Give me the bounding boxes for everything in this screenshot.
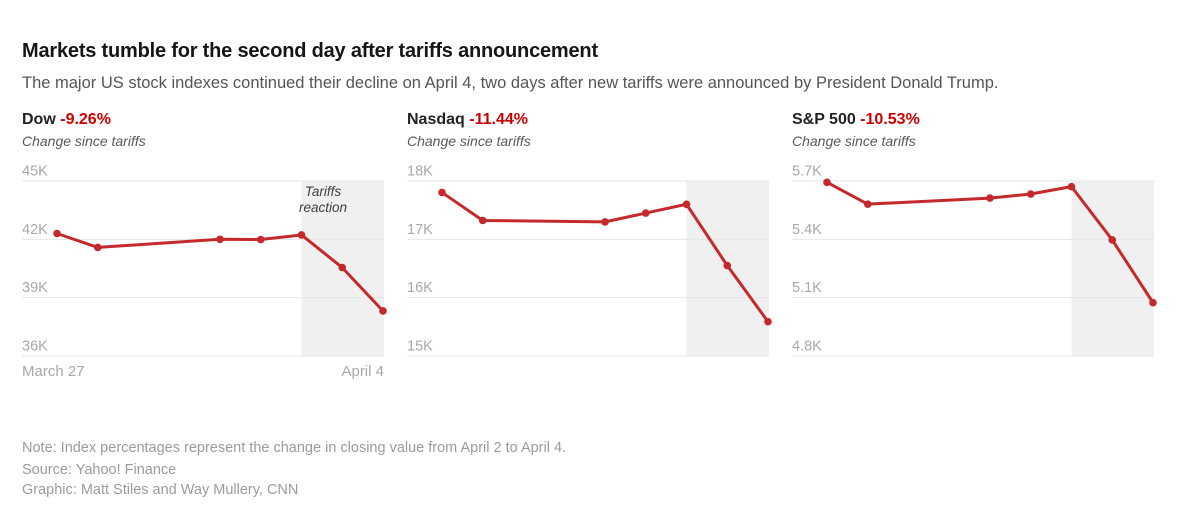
charts-row: Dow -9.26% Change since tariffs 45K 42K 39…	[22, 110, 1157, 381]
chart-title-nasdaq: Nasdaq -11.44%	[407, 110, 769, 129]
data-point	[379, 307, 387, 315]
y-tick-label: 5.7K	[792, 164, 822, 180]
graphic-credit-text: Graphic: Matt Stiles and Way Mullery, CN…	[22, 481, 299, 498]
credits-block: Source: Yahoo! Finance Graphic: Matt Sti…	[22, 461, 298, 500]
data-point	[1108, 236, 1117, 244]
line-chart-nasdaq: 18K 17K 16K 15K	[407, 164, 772, 357]
y-tick-label: 4.8K	[792, 339, 822, 355]
chart-title-sp500: S&P 500 -10.53%	[792, 110, 1154, 129]
data-point	[641, 209, 650, 217]
y-tick-label: 36K	[22, 339, 48, 355]
y-tick-label: 5.1K	[792, 280, 822, 296]
data-point	[478, 216, 487, 225]
source-text: Source: Yahoo! Finance	[22, 462, 177, 478]
data-point	[216, 235, 224, 244]
data-point	[823, 178, 831, 187]
data-point	[53, 229, 61, 238]
y-tick-label: 18K	[407, 164, 433, 180]
x-axis-label-end: April 4	[341, 363, 384, 380]
chart-title-dow: Dow -9.26%	[22, 110, 384, 129]
annotation-tariffs-reaction: reaction	[299, 200, 347, 215]
line-chart-sp500: 5.7K 5.4K 5.1K 4.8K	[792, 164, 1157, 357]
data-point	[256, 235, 265, 244]
page-title: Markets tumble for the second day after …	[22, 40, 598, 63]
index-name: Nasdaq	[407, 111, 465, 128]
index-name: Dow	[22, 111, 56, 128]
y-tick-label: 42K	[22, 222, 48, 238]
chart-subtitle: Change since tariffs	[407, 133, 531, 149]
data-point	[986, 194, 994, 202]
annotation-tariffs-reaction: Tariffs	[305, 184, 342, 199]
y-tick-label: 17K	[407, 222, 433, 238]
data-point	[1149, 298, 1157, 307]
chart-subtitle: Change since tariffs	[792, 133, 916, 149]
data-point	[338, 263, 347, 272]
data-point	[723, 261, 732, 270]
chart-subtitle: Change since tariffs	[22, 133, 146, 149]
index-change-percent: -9.26%	[60, 111, 111, 128]
y-tick-label: 16K	[407, 280, 433, 296]
tariffs-reaction-shade	[1071, 181, 1154, 356]
index-change-percent: -10.53%	[860, 111, 920, 128]
page-subtitle: The major US stock indexes continued the…	[22, 73, 999, 92]
y-tick-label: 5.4K	[792, 222, 822, 238]
data-point	[438, 188, 446, 197]
index-change-percent: -11.44%	[469, 111, 528, 128]
chart-nasdaq: Nasdaq -11.44% Change since tariffs 18K 1…	[407, 110, 772, 381]
data-point	[764, 317, 772, 326]
data-point	[863, 200, 872, 208]
data-point	[297, 231, 306, 239]
chart-dow: Dow -9.26% Change since tariffs 45K 42K 39…	[22, 110, 387, 381]
data-point	[682, 200, 691, 209]
y-tick-label: 39K	[22, 280, 48, 296]
y-tick-label: 15K	[407, 339, 433, 355]
x-axis-label-start: March 27	[22, 363, 85, 380]
data-point	[1026, 190, 1035, 198]
data-point	[601, 218, 609, 226]
data-point	[93, 243, 102, 252]
y-tick-label: 45K	[22, 164, 48, 180]
chart-sp500: S&P 500 -10.53% Change since tariffs 5.7…	[792, 110, 1157, 381]
x-axis-labels: March 27 April 4	[22, 363, 384, 381]
note-text: Note: Index percentages represent the ch…	[22, 439, 567, 456]
index-name: S&P 500	[792, 111, 856, 128]
data-point	[1067, 182, 1076, 191]
